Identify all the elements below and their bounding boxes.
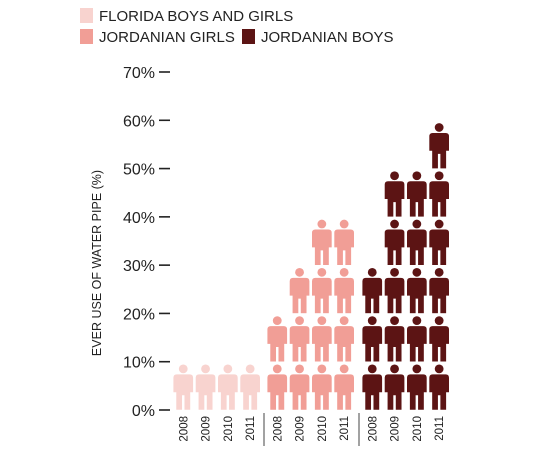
group-jordanian-girls: [267, 180, 354, 410]
pictogram-groups: [173, 83, 449, 410]
column-2009: [289, 242, 310, 410]
x-tick-label: 2010: [412, 416, 424, 442]
partial-person-icon: [289, 242, 310, 265]
y-tick-label: 20%: [123, 306, 155, 323]
column-2011: [240, 325, 260, 410]
column-2008: [267, 290, 288, 410]
column-2008: [173, 352, 194, 410]
partial-person-icon: [173, 352, 194, 362]
legend-label-florida-boys-and-girls: FLORIDA BOYS AND GIRLS: [99, 8, 293, 25]
person-icon: [267, 316, 288, 362]
person-icon: [312, 219, 332, 265]
person-icon: [312, 316, 332, 362]
person-icon: [407, 171, 427, 217]
person-icon: [384, 267, 405, 314]
legend-label-jordanian-girls: JORDANIAN GIRLS: [99, 29, 235, 46]
legend-label-jordanian-boys: JORDANIAN BOYS: [261, 29, 394, 46]
person-icon: [267, 364, 288, 410]
x-tick-label: 2010: [317, 416, 329, 442]
x-tick-label: 2010: [223, 416, 235, 442]
y-tick-label: 40%: [123, 210, 155, 227]
column-2008: [362, 242, 383, 410]
column-2011: [334, 180, 354, 410]
partial-person-icon: [407, 131, 427, 169]
x-tick-label: 2008: [272, 416, 284, 442]
partial-person-icon: [334, 180, 354, 217]
person-icon: [195, 364, 216, 410]
person-icon: [429, 364, 449, 410]
person-icon: [407, 267, 427, 314]
column-2011: [429, 83, 449, 410]
legend-swatch-jordanian-boys: [242, 29, 255, 44]
x-tick-label: 2011: [434, 416, 446, 441]
column-2009: [195, 338, 216, 410]
column-2010: [312, 203, 332, 410]
person-icon: [289, 316, 310, 362]
person-icon: [429, 219, 449, 265]
legend-swatch-florida-boys-and-girls: [80, 8, 93, 23]
person-icon: [240, 364, 260, 410]
x-tick-label: 2009: [295, 416, 307, 442]
x-tick-label: 2011: [339, 416, 351, 441]
person-icon: [312, 364, 332, 410]
column-2010: [218, 338, 238, 410]
y-tick-label: 50%: [123, 162, 155, 179]
partial-person-icon: [312, 203, 332, 217]
x-tick-label: 2008: [367, 416, 379, 442]
partial-person-icon: [384, 154, 405, 169]
person-icon: [362, 316, 383, 362]
person-icon: [384, 219, 405, 265]
person-icon: [384, 316, 405, 362]
legend: FLORIDA BOYS AND GIRLS JORDANIAN GIRLS JOR…: [80, 8, 394, 46]
y-tick-label: 60%: [123, 113, 155, 130]
person-icon: [407, 316, 427, 362]
x-tick-label: 2009: [201, 416, 213, 442]
person-icon: [429, 316, 449, 362]
partial-person-icon: [240, 325, 260, 362]
person-icon: [289, 267, 310, 314]
person-icon: [384, 171, 405, 217]
legend-swatch-jordanian-girls: [80, 29, 93, 44]
y-axis: 0% 10% 20% 30% 40% 50% 60% 70%: [123, 65, 170, 420]
person-icon: [362, 267, 383, 314]
person-icon: [429, 267, 449, 314]
person-icon: [289, 364, 310, 410]
x-tick-label: 2008: [178, 416, 190, 442]
person-icon: [384, 364, 405, 410]
y-tick-label: 0%: [132, 403, 155, 420]
person-icon: [407, 219, 427, 265]
partial-person-icon: [218, 338, 238, 362]
partial-person-icon: [362, 242, 383, 265]
person-icon: [429, 171, 449, 217]
person-icon: [429, 123, 449, 169]
y-tick-label: 30%: [123, 258, 155, 275]
group-jordanian-boys: [362, 83, 449, 410]
group-florida-boys-and-girls: [173, 325, 260, 410]
partial-person-icon: [195, 338, 216, 362]
partial-person-icon: [429, 83, 449, 121]
person-icon: [218, 364, 238, 410]
person-icon: [334, 364, 354, 410]
person-icon: [334, 316, 354, 362]
person-icon: [334, 219, 354, 265]
y-tick-label: 70%: [123, 65, 155, 82]
column-2009: [384, 154, 405, 410]
person-icon: [312, 267, 332, 314]
y-axis-title: EVER USE OF WATER PIPE (%): [90, 170, 104, 356]
y-tick-label: 10%: [123, 355, 155, 372]
person-icon: [362, 364, 383, 410]
person-icon: [407, 364, 427, 410]
x-tick-label: 2009: [390, 416, 402, 442]
person-icon: [334, 267, 354, 314]
x-tick-label: 2011: [245, 416, 257, 441]
column-2010: [407, 131, 427, 410]
x-axis: 2008 2009 2010 2011 2008 2009 2010 2011 2008 2009…: [178, 413, 446, 446]
person-icon: [173, 364, 194, 410]
partial-person-icon: [267, 290, 288, 314]
